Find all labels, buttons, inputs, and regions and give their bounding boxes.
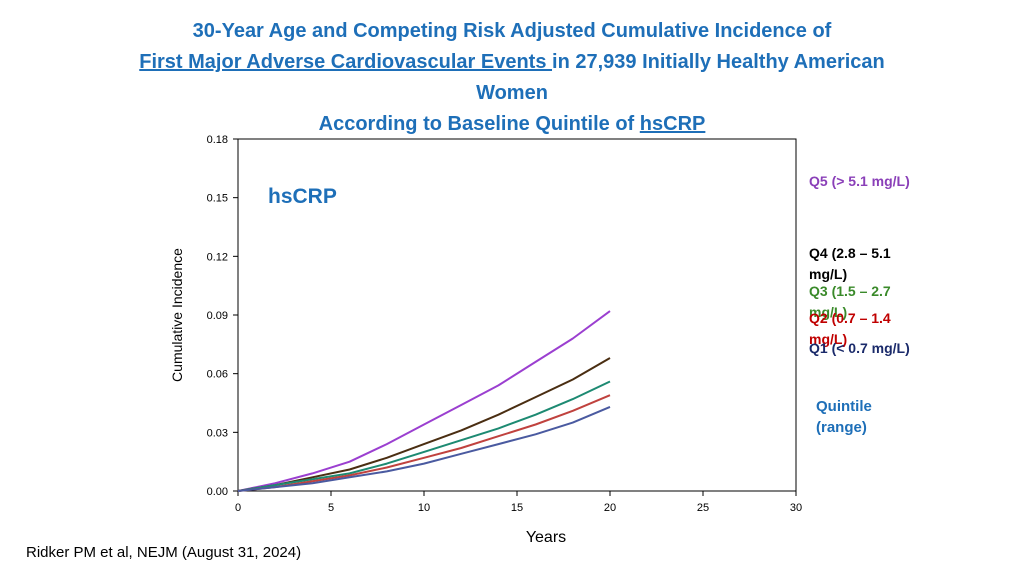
title-line-1: 30-Year Age and Competing Risk Adjusted … xyxy=(192,20,832,42)
legend-item-q2: Q2 (0.7 – 1.4 mg/L) xyxy=(809,310,891,347)
title-hscrp-underlined: hsCRP xyxy=(639,113,706,135)
y-tick-label: 0.09 xyxy=(207,310,228,322)
series-line-q2 xyxy=(237,394,611,492)
chart-axes: 0.00 0.03 0.06 0.09 0.12 0.15 0.18 0 5 10 15 20 25 30… xyxy=(169,134,802,546)
x-axis-label: Years xyxy=(526,529,566,546)
series-line-q1 xyxy=(237,405,611,492)
y-tick-label: 0.03 xyxy=(207,427,228,439)
series-line-q5 xyxy=(237,310,611,492)
y-tick-label: 0.15 xyxy=(207,193,228,205)
x-tick-label: 15 xyxy=(511,502,523,514)
inset-hscrp-label: hsCRP xyxy=(268,185,337,208)
title-underlined-part: First Major Adverse Cardiovascular Event… xyxy=(139,51,553,73)
x-tick-label: 10 xyxy=(418,502,430,514)
series-line-q3 xyxy=(237,380,611,492)
title-line-3: Women xyxy=(476,82,548,104)
chart-title: 30-Year Age and Competing Risk Adjusted … xyxy=(40,16,984,140)
legend-item-q5: Q5 (> 5.1 mg/L) xyxy=(809,173,910,189)
title-line-4-pre: According to Baseline Quintile of xyxy=(318,113,640,135)
title-rest-part: in 27,939 Initially Healthy American xyxy=(552,51,885,73)
x-tick-label: 30 xyxy=(790,502,802,514)
legend-title-quintile: Quintile (range) xyxy=(816,398,872,436)
series-line-q4 xyxy=(237,357,611,492)
legend-item-q4: Q4 (2.8 – 5.1 mg/L) xyxy=(809,245,891,282)
title-line-4: According to Baseline Quintile of hsCRP xyxy=(40,109,984,140)
x-tick-label: 5 xyxy=(328,502,334,514)
y-tick-label: 0.18 xyxy=(207,134,228,146)
x-tick-label: 25 xyxy=(697,502,709,514)
x-tick-label: 0 xyxy=(235,502,241,514)
y-tick-label: 0.00 xyxy=(207,486,228,498)
x-tick-label: 20 xyxy=(604,502,616,514)
source-citation: Ridker PM et al, NEJM (August 31, 2024) xyxy=(26,544,302,561)
legend-item-q3: Q3 (1.5 – 2.7 mg/L) xyxy=(809,283,891,320)
chart-series-lines xyxy=(237,310,611,492)
y-tick-label: 0.06 xyxy=(207,369,228,381)
y-tick-label: 0.12 xyxy=(207,251,228,263)
title-line-2: First Major Adverse Cardiovascular Event… xyxy=(40,47,984,78)
y-axis-label: Cumulative Incidence xyxy=(169,248,185,382)
legend-item-q1: Q1 (< 0.7 mg/L) xyxy=(809,340,910,356)
